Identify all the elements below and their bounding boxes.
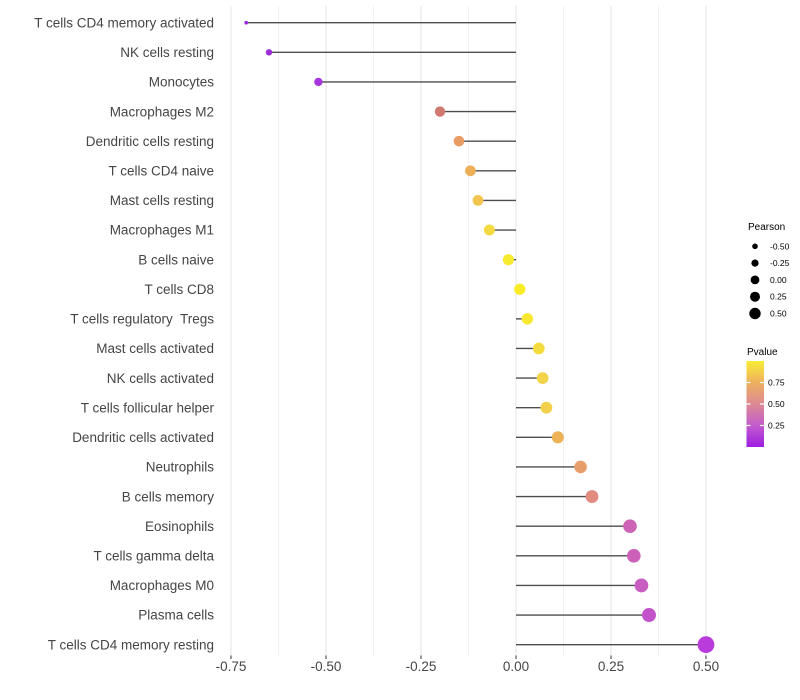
lollipop-dot [634,578,649,593]
y-axis-label: B cells naive [138,252,214,267]
y-axis-label: T cells CD4 naive [108,163,214,178]
lollipop-dot [697,636,715,654]
lollipop-dot [574,460,587,474]
y-axis-label: Mast cells activated [96,341,214,356]
lollipop-dot [314,77,323,87]
y-axis-label: Monocytes [149,75,215,90]
lollipop-dot [521,313,534,325]
y-axis-label: B cells memory [122,489,215,504]
lollipop-dot [532,342,545,355]
y-axis-label: NK cells activated [107,371,214,386]
pearson-legend-circle-icon [751,259,759,267]
y-axis-label: T cells follicular helper [81,400,215,415]
y-axis-label: Eosinophils [145,519,214,534]
y-axis-label: Mast cells resting [110,193,214,208]
lollipop-dot [514,283,526,295]
x-axis-tick-label: 0.50 [693,659,719,674]
lollipop-dot [623,519,637,533]
lollipop-dot [585,490,599,503]
pearson-legend-title: Pearson [748,222,785,233]
lollipop-dot [536,372,549,384]
lollipop-dot [453,135,465,147]
pearson-legend-circle-icon [750,291,760,302]
y-axis-label: Plasma cells [138,608,214,623]
pearson-legend-label: -0.25 [770,258,790,268]
y-axis-label: NK cells resting [120,45,214,60]
pearson-legend-label: 0.50 [770,309,787,319]
pvalue-legend-title: Pvalue [747,347,778,358]
lollipop-dot [551,431,564,444]
lollipop-dot [540,401,553,414]
gridlines [230,6,707,656]
y-axis-label: T cells regulatory Tregs [70,312,214,327]
lollipop-dot [483,224,495,236]
y-axis-label: T cells CD8 [144,282,214,297]
pearson-size-legend: Pearson -0.50 -0.25 0.00 0.25 0.50 [748,222,790,320]
pearson-legend-circle-icon [752,243,758,250]
x-axis-tick-label: -0.75 [216,659,247,674]
lollipop-dot [626,548,641,563]
pearson-legend-label: -0.50 [770,241,790,251]
y-axis-label: Dendritic cells activated [72,430,214,445]
y-axis-labels: T cells CD4 memory activated NK cells res… [34,15,214,652]
lollipop-sticks [246,22,706,646]
y-axis-label: Macrophages M1 [110,223,214,238]
pearson-legend-circle-icon [750,275,760,285]
y-axis-label: Macrophages M2 [110,104,214,119]
pearson-legend-circle-icon [749,307,761,320]
pvalue-legend-label: 0.50 [768,399,785,409]
y-axis-label: Dendritic cells resting [86,134,214,149]
lollipop-dot [502,254,514,266]
x-axis-tick-label: -0.25 [406,659,437,674]
lollipop-dot [265,49,273,56]
y-axis-label: T cells CD4 memory resting [48,637,214,652]
pvalue-legend-label: 0.75 [768,378,785,388]
lollipop-dot [465,165,476,177]
y-axis-label: T cells CD4 memory activated [34,15,214,30]
pvalue-legend-label: 0.25 [768,421,785,431]
lollipop-dot [642,608,656,623]
pvalue-colorbar [746,361,764,447]
lollipop-dot [434,106,446,117]
lollipop-dot [244,20,249,25]
x-axis-tick-label: 0.25 [598,659,624,674]
pearson-legend-label: 0.00 [770,275,787,285]
y-axis-label: T cells gamma delta [93,549,214,564]
pearson-legend-label: 0.25 [770,292,787,302]
pvalue-color-legend: Pvalue 0.75 0.50 0.25 [746,347,785,447]
lollipop-dots [244,20,715,654]
lollipop-dot [472,195,484,206]
x-axis-tick-label: -0.50 [311,659,342,674]
y-axis-label: Macrophages M0 [110,578,214,593]
x-axis: -0.75 -0.50 -0.25 0.00 0.25 0.50 [216,655,719,674]
x-axis-tick-label: 0.00 [503,659,529,674]
y-axis-label: Neutrophils [146,460,215,475]
